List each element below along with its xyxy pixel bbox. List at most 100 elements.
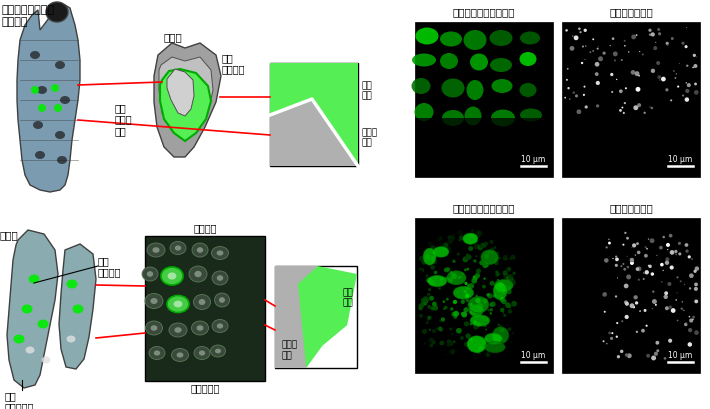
Circle shape	[694, 83, 697, 85]
Circle shape	[677, 319, 679, 321]
Circle shape	[662, 236, 665, 238]
Polygon shape	[270, 99, 358, 166]
Circle shape	[649, 106, 650, 108]
Circle shape	[606, 343, 608, 344]
Circle shape	[654, 352, 658, 356]
Circle shape	[424, 299, 429, 303]
Circle shape	[447, 277, 453, 283]
Circle shape	[434, 250, 437, 254]
Circle shape	[633, 295, 638, 299]
Circle shape	[643, 112, 646, 114]
Circle shape	[430, 265, 435, 270]
Circle shape	[678, 252, 682, 256]
Circle shape	[610, 73, 613, 76]
Text: 酵素
非発現
領域: 酵素 非発現 領域	[115, 103, 133, 136]
Circle shape	[497, 279, 499, 281]
Circle shape	[506, 303, 509, 306]
Circle shape	[432, 259, 437, 264]
Circle shape	[498, 290, 500, 292]
Circle shape	[667, 249, 668, 250]
Circle shape	[438, 326, 442, 331]
Circle shape	[674, 250, 677, 253]
Circle shape	[458, 238, 462, 242]
Circle shape	[429, 337, 435, 344]
Circle shape	[418, 303, 424, 309]
Circle shape	[662, 270, 664, 271]
Circle shape	[645, 325, 648, 327]
Ellipse shape	[169, 323, 187, 337]
Circle shape	[469, 283, 474, 289]
Circle shape	[628, 51, 630, 53]
Circle shape	[486, 318, 488, 321]
Circle shape	[457, 252, 460, 256]
Ellipse shape	[57, 156, 67, 164]
Circle shape	[464, 282, 468, 285]
Ellipse shape	[33, 121, 43, 129]
Ellipse shape	[217, 324, 223, 328]
Ellipse shape	[214, 293, 229, 307]
Ellipse shape	[442, 79, 464, 97]
Circle shape	[645, 246, 647, 248]
Circle shape	[418, 306, 422, 310]
Text: 10 μm: 10 μm	[521, 351, 545, 360]
Circle shape	[452, 312, 457, 317]
Ellipse shape	[215, 348, 221, 353]
Circle shape	[424, 342, 426, 344]
Circle shape	[433, 261, 435, 263]
Bar	[415, 22, 553, 177]
Circle shape	[447, 247, 451, 251]
Circle shape	[632, 243, 636, 247]
Circle shape	[655, 304, 657, 306]
Circle shape	[446, 255, 447, 256]
Circle shape	[466, 254, 469, 256]
Ellipse shape	[192, 321, 209, 335]
Ellipse shape	[491, 79, 513, 93]
Circle shape	[477, 231, 483, 236]
Circle shape	[667, 44, 668, 46]
Circle shape	[603, 52, 606, 55]
Text: 酵素
非発現領域: 酵素 非発現領域	[5, 391, 34, 409]
Circle shape	[38, 104, 46, 112]
Circle shape	[694, 299, 698, 303]
Ellipse shape	[147, 243, 165, 257]
Circle shape	[496, 272, 500, 276]
Circle shape	[684, 45, 687, 48]
Ellipse shape	[195, 271, 202, 277]
Circle shape	[650, 272, 654, 276]
Circle shape	[682, 42, 684, 45]
Ellipse shape	[440, 31, 462, 47]
Circle shape	[456, 328, 462, 334]
Circle shape	[648, 238, 650, 240]
Circle shape	[686, 82, 687, 83]
Circle shape	[666, 243, 670, 247]
Circle shape	[620, 350, 623, 353]
Ellipse shape	[41, 357, 50, 364]
Circle shape	[441, 317, 445, 321]
Text: 10 μm: 10 μm	[668, 155, 693, 164]
Ellipse shape	[520, 108, 542, 121]
Text: ショウジョウバエ: ショウジョウバエ	[2, 5, 55, 15]
Circle shape	[584, 106, 588, 108]
Circle shape	[608, 238, 610, 240]
Circle shape	[474, 320, 477, 324]
Ellipse shape	[493, 327, 508, 344]
Circle shape	[649, 34, 651, 36]
Circle shape	[425, 254, 430, 260]
Circle shape	[595, 72, 599, 76]
Ellipse shape	[491, 110, 515, 126]
Ellipse shape	[194, 294, 210, 310]
Circle shape	[621, 265, 623, 267]
Text: 標的
細胞: 標的 細胞	[342, 288, 353, 308]
Circle shape	[512, 332, 514, 334]
Circle shape	[612, 258, 613, 259]
Circle shape	[651, 69, 655, 73]
Circle shape	[473, 259, 476, 263]
Ellipse shape	[197, 247, 203, 253]
Circle shape	[689, 273, 694, 278]
Circle shape	[506, 289, 512, 294]
Circle shape	[624, 45, 626, 47]
Circle shape	[589, 52, 591, 53]
Circle shape	[510, 340, 512, 342]
Text: ラマンプローブ: ラマンプローブ	[609, 203, 653, 213]
Circle shape	[487, 293, 493, 299]
